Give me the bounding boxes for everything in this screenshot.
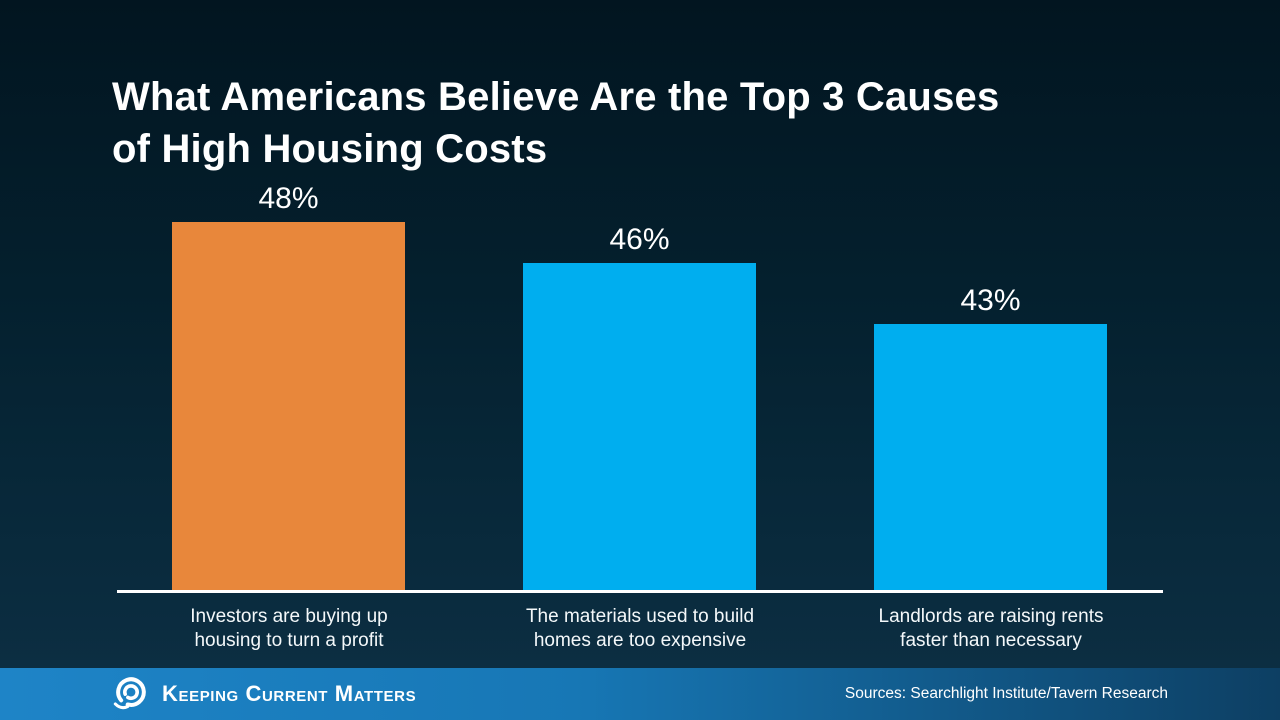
title-line-1: What Americans Believe Are the Top 3 Cau… [112, 74, 1000, 119]
bar-group-landlords: 43% [874, 286, 1107, 591]
x-axis-line [117, 590, 1163, 593]
title-line-2: of High Housing Costs [112, 126, 548, 171]
category-label-line: housing to turn a profit [194, 630, 384, 651]
bar-group-investors: 48% [172, 184, 405, 591]
brand-name: Keeping Current Matters [162, 681, 417, 706]
category-label-line: homes are too expensive [533, 630, 747, 651]
page-title: What Americans Believe Are the Top 3 Cau… [112, 71, 1132, 175]
bar-materials [523, 263, 756, 591]
bar-group-materials: 46% [523, 225, 756, 591]
bar-investors [172, 222, 405, 591]
footer-bar: Keeping Current Matters Sources: Searchl… [0, 668, 1280, 720]
sources-text: Sources: Searchlight Institute/Tavern Re… [844, 685, 1168, 702]
category-label-line: Investors are buying up [190, 606, 388, 627]
category-label-materials: The materials used to build homes are to… [479, 605, 801, 653]
bar-landlords [874, 324, 1107, 591]
category-label-line: Landlords are raising rents [878, 606, 1104, 627]
bar-chart: 48% 46% 43% [117, 0, 1163, 591]
kcm-swirl-logo-icon [113, 677, 146, 710]
brand-lockup: Keeping Current Matters [112, 675, 416, 713]
category-label-landlords: Landlords are raising rents faster than … [830, 605, 1152, 653]
category-label-line: faster than necessary [900, 630, 1082, 651]
category-label-investors: Investors are buying up housing to turn … [128, 605, 450, 653]
bar-value-label: 46% [609, 223, 670, 256]
category-label-line: The materials used to build [525, 606, 755, 627]
bar-value-label: 43% [960, 284, 1021, 317]
bar-value-label: 48% [258, 182, 319, 215]
